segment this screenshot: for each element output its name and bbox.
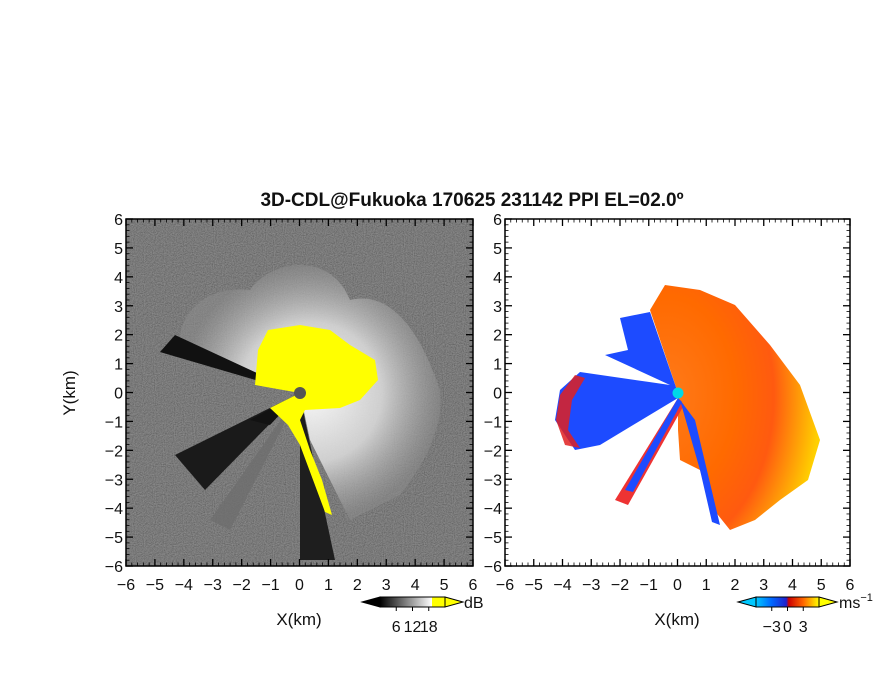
- right-axis-ticks: −6 −5 −4 −3 −2 −1 0 1 2 3 4 5 6 −6 −5 −4 −3 −2 −1 0 1 2 3 4 5 6: [484, 212, 855, 594]
- right-x-tick-label: 0: [673, 577, 682, 594]
- right-x-tick-label: 4: [788, 577, 797, 594]
- left-x-tick-label: 1: [324, 577, 333, 594]
- right-x-tick-label: 2: [731, 577, 740, 594]
- right-colorbar-high-arrow: [818, 596, 839, 608]
- left-x-tick-label: 5: [440, 577, 449, 594]
- right-x-tick-label: 5: [817, 577, 826, 594]
- right-y-tick-label: 1: [493, 357, 502, 374]
- left-x-tick-label: 3: [382, 577, 391, 594]
- left-panel: [126, 219, 473, 566]
- left-colorbar-low-arrow: [360, 596, 381, 608]
- left-x-tick-label: −6: [117, 577, 135, 594]
- left-x-tick-label: −4: [175, 577, 193, 594]
- right-panel: [505, 219, 850, 566]
- right-y-tick-label: 0: [493, 386, 502, 403]
- left-x-tick-label: −3: [204, 577, 222, 594]
- left-y-tick-label: −2: [105, 443, 123, 460]
- right-y-tick-label: −3: [484, 472, 502, 489]
- left-x-tick-label: −5: [146, 577, 164, 594]
- left-colorbar-high-arrow: [444, 596, 465, 608]
- left-colorbar-unit: dB: [464, 595, 484, 612]
- right-approaching-region: [625, 398, 682, 492]
- left-x-axis-label: X(km): [276, 610, 321, 629]
- left-y-tick-label: 4: [114, 270, 123, 287]
- left-y-tick-label: 3: [114, 299, 123, 316]
- left-y-tick-label: 5: [114, 241, 123, 258]
- right-radar-site-marker: [672, 387, 684, 399]
- left-x-tick-label: 6: [469, 577, 478, 594]
- right-colorbar-unit-exponent: −1: [860, 592, 873, 604]
- right-x-tick-label: −6: [496, 577, 514, 594]
- right-y-tick-label: −6: [484, 559, 502, 576]
- left-y-tick-label: 0: [114, 386, 123, 403]
- left-colorbar-bar: [379, 596, 446, 608]
- right-y-tick-label: 6: [493, 212, 502, 229]
- left-colorbar-tick-label: 12: [404, 619, 422, 636]
- right-colorbar-unit-base: ms: [839, 595, 860, 612]
- left-y-tick-label: −6: [105, 559, 123, 576]
- left-y-tick-label: 6: [114, 212, 123, 229]
- right-colorbar-ticks: −3 0 3: [763, 607, 808, 636]
- left-blank-sector: [210, 393, 300, 530]
- right-colorbar-low-arrow: [736, 596, 757, 608]
- right-colorbar-unit: ms−1: [839, 592, 873, 612]
- right-y-tick-label: −2: [484, 443, 502, 460]
- left-y-tick-label: −3: [105, 472, 123, 489]
- left-radar-site-marker: [294, 387, 306, 399]
- left-x-tick-label: −2: [233, 577, 251, 594]
- right-y-tick-label: 2: [493, 328, 502, 345]
- right-y-tick-label: −4: [484, 501, 502, 518]
- right-approaching-region: [555, 312, 678, 450]
- left-x-tick-label: 2: [353, 577, 362, 594]
- right-y-tick-label: −1: [484, 414, 502, 431]
- right-colorbar-tick-label: 3: [799, 619, 808, 636]
- left-colorbar-tick-label: 18: [420, 619, 438, 636]
- left-saturated-region: [255, 325, 378, 515]
- left-y-tick-label: 2: [114, 328, 123, 345]
- right-y-tick-label: 4: [493, 270, 502, 287]
- left-x-tick-label: 0: [295, 577, 304, 594]
- right-x-tick-label: −1: [640, 577, 658, 594]
- figure-title: 3D-CDL@Fukuoka 170625 231142 PPI EL=02.0…: [260, 190, 683, 211]
- left-y-tick-label: −5: [105, 530, 123, 547]
- right-colorbar-tick-label: −3: [763, 619, 781, 636]
- left-x-tick-label: 4: [411, 577, 420, 594]
- left-y-tick-label: 1: [114, 357, 123, 374]
- right-approaching-region: [680, 400, 720, 525]
- right-x-tick-label: 3: [759, 577, 768, 594]
- left-colorbar-tick-label: 6: [392, 619, 401, 636]
- left-y-tick-label: −4: [105, 501, 123, 518]
- right-x-tick-label: 6: [846, 577, 855, 594]
- right-receding-region: [650, 285, 820, 530]
- right-x-axis-label: X(km): [654, 610, 699, 629]
- left-blank-sector: [300, 393, 335, 560]
- right-x-tick-label: 1: [702, 577, 711, 594]
- left-x-tick-label: −1: [261, 577, 279, 594]
- right-x-tick-label: −3: [582, 577, 600, 594]
- right-x-tick-label: −2: [611, 577, 629, 594]
- right-colorbar: ms−1 −3 0 3: [736, 592, 873, 636]
- right-y-tick-label: −5: [484, 530, 502, 547]
- left-axis-ticks: −6 −5 −4 −3 −2 −1 0 1 2 3 4 5 6 −6 −5 −4 −3 −2 −1 0 1 2 3 4 5 6: [105, 212, 478, 594]
- right-colorbar-bar: [755, 596, 820, 608]
- left-y-tick-label: −1: [105, 414, 123, 431]
- right-x-tick-label: −4: [553, 577, 571, 594]
- right-y-tick-label: 5: [493, 241, 502, 258]
- left-y-axis-label: Y(km): [60, 370, 79, 415]
- right-colorbar-tick-label: 0: [783, 619, 792, 636]
- right-edge-noise: [556, 375, 585, 448]
- right-x-tick-label: −5: [525, 577, 543, 594]
- right-y-tick-label: 3: [493, 299, 502, 316]
